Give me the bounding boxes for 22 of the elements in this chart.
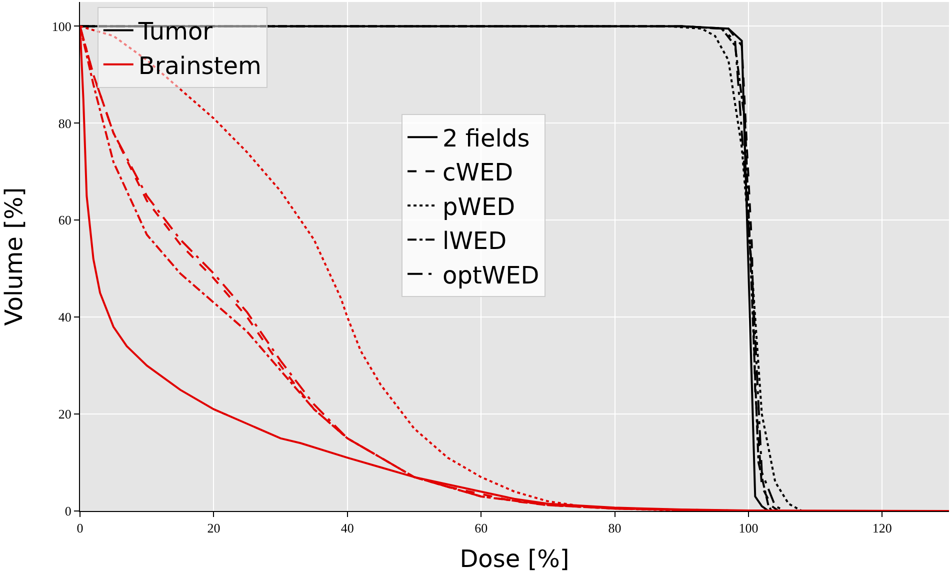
y-tick-label: 80 [58,116,72,131]
legend-label: optWED [442,261,540,290]
y-axis-title: Volume [%] [0,187,28,326]
legend-label: cWED [442,158,514,187]
x-tick-label: 40 [340,520,354,536]
y-tick-label: 100 [52,18,72,34]
legend-label: 2 fields [442,124,530,152]
y-tick-label: 0 [64,504,72,519]
x-tick-label: 20 [207,520,220,536]
x-axis-title: Dose [%] [460,545,570,573]
y-tick-label: 60 [58,212,72,228]
x-tick-label: 80 [608,520,622,536]
legend-label: pWED [442,192,516,221]
y-tick-label: 40 [58,310,72,325]
legend-label: Tumor [137,18,213,46]
legend-label: Brainstem [138,52,262,80]
legend-label: lWED [442,227,507,256]
x-tick-label: 100 [738,520,758,536]
x-tick-label: 0 [76,520,84,536]
x-tick-label: 120 [872,520,892,536]
x-tick-label: 60 [474,520,488,536]
y-tick-label: 20 [58,406,72,422]
